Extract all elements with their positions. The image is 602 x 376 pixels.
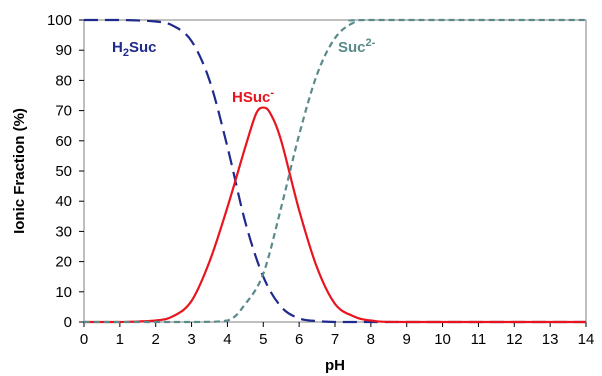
y-tick-label: 30 xyxy=(55,223,72,240)
plot-frame xyxy=(83,19,587,323)
y-tick-label: 80 xyxy=(55,72,72,89)
x-tick-label: 5 xyxy=(259,331,267,348)
x-tick-label: 0 xyxy=(80,331,88,348)
y-axis-ticks: 0 10 20 30 40 50 60 70 80 90 100 xyxy=(47,12,84,331)
series-line-suc2- xyxy=(84,18,586,324)
series-line-hsuc- xyxy=(84,106,586,324)
series-label-superscript: - xyxy=(270,87,274,99)
x-tick-label: 11 xyxy=(471,331,487,348)
x-tick-label: 14 xyxy=(578,331,595,348)
series-label-main: Suc xyxy=(338,39,366,56)
x-tick-label: 2 xyxy=(152,331,160,348)
x-tick-label: 8 xyxy=(367,331,375,348)
y-tick-label: 60 xyxy=(55,133,72,150)
x-axis-title: pH xyxy=(325,357,345,374)
y-tick-label: 90 xyxy=(55,42,72,59)
x-tick-label: 12 xyxy=(506,331,523,348)
series-label-superscript: 2- xyxy=(366,37,376,49)
x-tick-label: 1 xyxy=(116,331,124,348)
series-label-main: HSuc xyxy=(232,89,270,106)
series-label-rest: Suc xyxy=(129,39,157,56)
series-label-suc2-: Suc2- xyxy=(338,37,376,56)
y-tick-label: 20 xyxy=(55,254,72,271)
x-axis-ticks: 0 1 2 3 4 5 6 7 8 9 10 11 12 13 14 xyxy=(80,322,595,348)
series-line-h2suc xyxy=(83,18,586,324)
x-tick-label: 4 xyxy=(223,331,231,348)
series-layer xyxy=(83,18,586,324)
y-tick-label: 40 xyxy=(55,193,72,210)
x-tick-label: 6 xyxy=(295,331,303,348)
x-tick-label: 3 xyxy=(187,331,195,348)
plot-area xyxy=(83,19,587,323)
x-tick-label: 9 xyxy=(403,331,411,348)
series-label-main: H xyxy=(112,39,123,56)
series-label-subscript: 2 xyxy=(123,47,129,59)
x-tick-label: 10 xyxy=(434,331,451,348)
x-tick-label: 13 xyxy=(542,331,559,348)
y-tick-label: 70 xyxy=(55,103,72,120)
y-axis-title: Ionic Fraction (%) xyxy=(11,108,28,234)
series-label-hsuc-: HSuc- xyxy=(232,87,274,106)
y-tick-label: 50 xyxy=(55,163,72,180)
series-label-h2suc: H2Suc xyxy=(112,39,156,59)
y-tick-label: 100 xyxy=(47,12,72,29)
y-tick-label: 10 xyxy=(55,284,72,301)
y-tick-label: 0 xyxy=(64,314,72,331)
x-tick-label: 7 xyxy=(331,331,339,348)
